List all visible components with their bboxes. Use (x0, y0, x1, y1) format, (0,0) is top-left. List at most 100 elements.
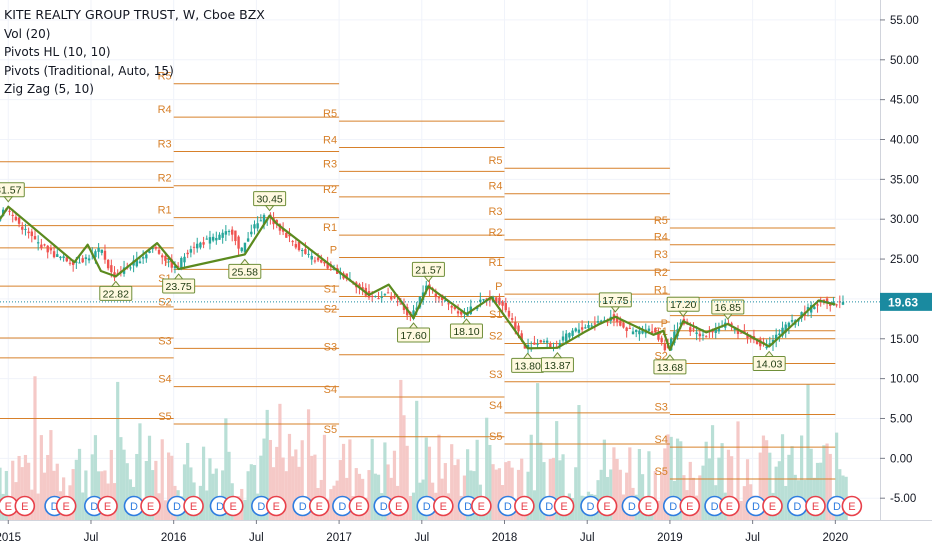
pivot-level-label: R3 (158, 138, 172, 150)
candle-body (106, 259, 110, 269)
candle-body (571, 330, 574, 336)
candle-body (631, 331, 635, 335)
legend-zigzag-study[interactable]: Zig Zag (5, 10) (4, 82, 94, 96)
chart-legend: KITE REALTY GROUP TRUST, W, Cboe BZX Vol… (4, 6, 265, 99)
event-marker-letter: E (521, 501, 528, 513)
pivot-level-label: R5 (158, 71, 172, 83)
earnings-marker (55, 495, 77, 517)
candle-body (654, 328, 657, 333)
pivot-hl-label-text: 23.75 (166, 281, 192, 293)
event-marker-letter: E (104, 501, 111, 513)
volume-bar (291, 456, 295, 520)
time-tick-label: Jul (745, 532, 760, 544)
candle-body (36, 242, 40, 244)
candle-body (189, 249, 193, 253)
earnings-marker (471, 495, 492, 517)
volume-bar (790, 446, 794, 520)
candle-body (358, 284, 361, 288)
volume-bar (806, 383, 810, 520)
candle-body (507, 310, 511, 317)
volume-bar (542, 462, 546, 520)
candle-body (11, 214, 14, 216)
legend-symbol-title[interactable]: KITE REALTY GROUP TRUST, W, Cboe BZX (4, 7, 265, 22)
candle-body (825, 298, 829, 303)
legend-pivots-traditional-study[interactable]: Pivots (Traditional, Auto, 15) (4, 63, 174, 78)
candle-body (68, 262, 72, 264)
earnings-marker (553, 495, 575, 517)
earnings-marker (638, 495, 659, 517)
volume-bar (701, 465, 705, 520)
candle-body (663, 343, 667, 351)
candle-body (253, 224, 256, 229)
candle-body (517, 325, 520, 332)
candle-body (208, 237, 212, 244)
volume-bar (539, 442, 543, 520)
volume-bar (628, 447, 632, 520)
candle-body (148, 250, 151, 253)
event-marker-letter: E (645, 501, 652, 513)
volume-bar (656, 500, 661, 520)
price-axis-background (880, 0, 932, 550)
candle-body (21, 226, 24, 230)
candle-body (838, 301, 841, 303)
volume-bar (77, 448, 82, 520)
volume-bar (736, 421, 740, 520)
candle-body (402, 304, 406, 311)
volume-bar (11, 460, 15, 520)
legend-volume-study[interactable]: Vol (20) (4, 26, 51, 41)
candle-body (514, 322, 517, 330)
volume-bar (100, 471, 104, 520)
pivot-hl-label-pointer (423, 275, 434, 283)
event-marker-letter: E (147, 501, 154, 513)
candle-body (841, 302, 845, 305)
volume-bar (707, 458, 711, 520)
price-tick-label: 35.00 (890, 174, 919, 186)
volume-bar (669, 436, 673, 520)
volume-bar (55, 463, 59, 520)
volume-bar (122, 449, 126, 520)
pivot-level-label: R2 (654, 267, 668, 279)
candle-body (157, 249, 161, 254)
volume-bar (151, 470, 155, 520)
candle-body (568, 332, 571, 338)
candle-body (297, 241, 301, 251)
volume-bar (469, 470, 473, 520)
event-marker-letter: E (848, 501, 855, 513)
event-marker-letter: D (90, 501, 98, 513)
last-price-badge (880, 292, 932, 311)
event-marker-letter: D (504, 501, 512, 513)
candle-body (701, 334, 705, 336)
volume-bar (125, 463, 129, 520)
volume-bar (819, 462, 823, 520)
pivot-level-label: S1 (489, 309, 502, 321)
event-marker-letter: E (560, 501, 567, 513)
volume-bar (491, 464, 495, 520)
candle-body (59, 256, 62, 259)
price-tick-label: 15.00 (890, 334, 919, 346)
volume-bar (758, 452, 762, 520)
candle-body (196, 243, 199, 249)
candle-body (545, 340, 549, 343)
volume-bar (284, 471, 288, 520)
pivot-hl-label-text: 13.80 (515, 360, 541, 372)
pivot-level-label: S3 (324, 342, 337, 354)
pivot-level-label: S5 (654, 466, 667, 478)
earnings-marker (841, 495, 863, 517)
event-marker-letter: D (130, 501, 138, 513)
candle-body (33, 236, 37, 240)
volume-bar (271, 467, 276, 520)
volume-bar (730, 456, 734, 520)
volume-bar (71, 469, 75, 520)
candle-body (774, 334, 778, 341)
legend-pivots-hl-study[interactable]: Pivots HL (10, 10) (4, 45, 111, 59)
pivot-hl-label-text: 13.68 (657, 362, 683, 374)
candle-body (138, 261, 142, 264)
pivot-level-label: S4 (158, 374, 171, 386)
volume-bar (765, 440, 769, 520)
volume-bar (36, 493, 40, 520)
candle-body (412, 310, 415, 319)
volume-bar (609, 469, 613, 520)
candle-body (453, 306, 457, 310)
pivot-hl-label-pointer (3, 196, 14, 203)
